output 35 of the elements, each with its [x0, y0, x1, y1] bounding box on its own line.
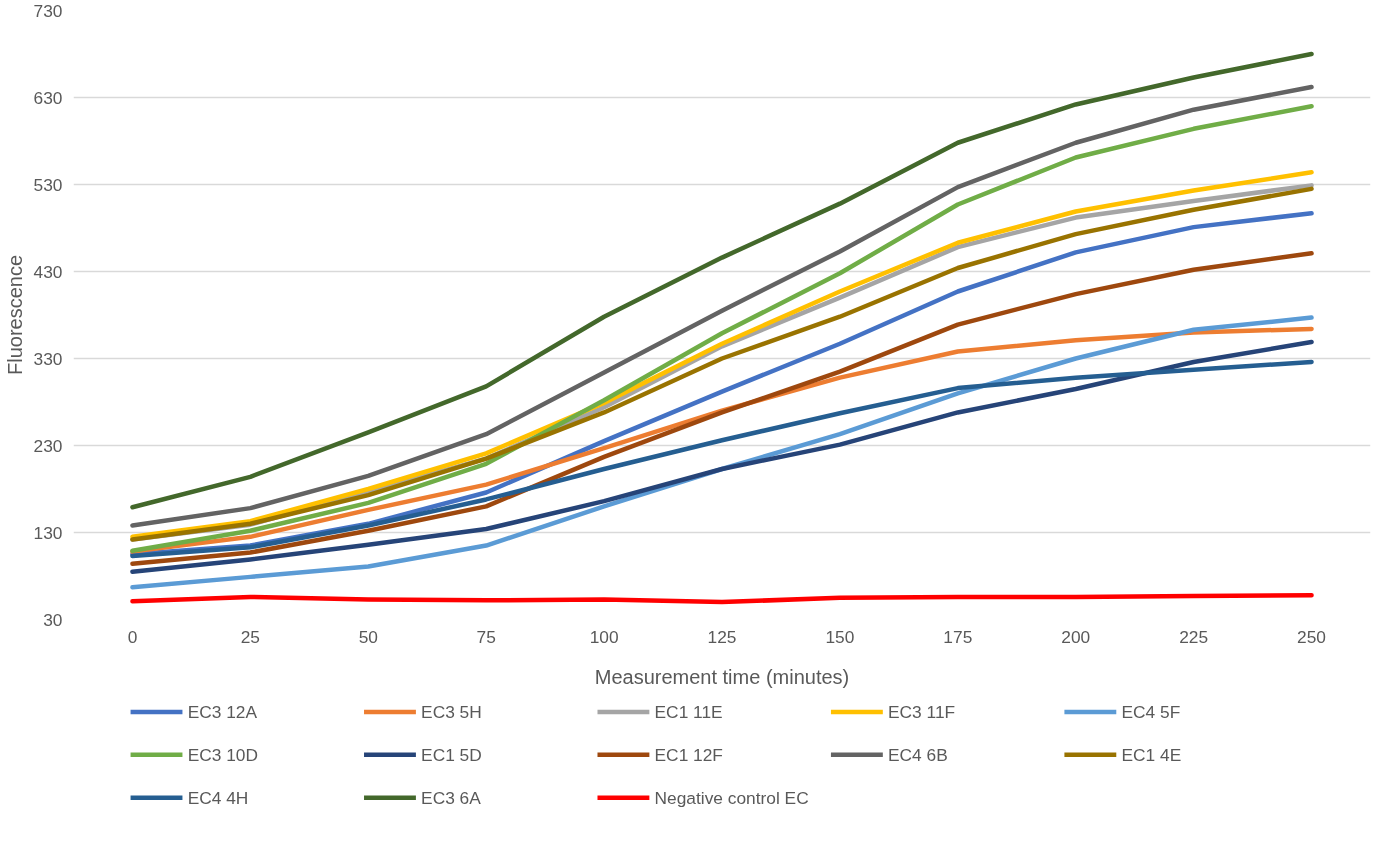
legend-label: EC1 5D [421, 744, 482, 765]
x-tick-label: 50 [358, 626, 378, 647]
legend-label: EC1 11E [654, 701, 723, 722]
legend-label: EC4 6B [888, 744, 948, 765]
legend-label: EC3 11F [888, 701, 956, 722]
x-tick-label: 200 [1061, 626, 1091, 647]
y-tick-label: 430 [33, 261, 63, 282]
y-tick-label: 730 [33, 0, 63, 21]
legend-label: EC3 5H [421, 701, 482, 722]
y-tick-label: 30 [43, 609, 63, 630]
y-tick-label: 630 [33, 87, 63, 108]
y-tick-label: 330 [33, 348, 63, 369]
y-tick-label: 530 [33, 174, 63, 195]
x-tick-label: 125 [707, 626, 737, 647]
legend-label: EC3 12A [187, 701, 258, 722]
legend-label: EC4 4H [187, 787, 249, 808]
legend-label: EC3 6A [421, 787, 482, 808]
y-tick-label: 230 [33, 435, 63, 456]
y-tick-label: 130 [33, 522, 63, 543]
x-tick-label: 100 [589, 626, 619, 647]
line-series [130, 592, 1314, 605]
x-tick-label: 225 [1179, 626, 1209, 647]
legend-label: EC4 5F [1121, 701, 1181, 722]
legend-label: EC3 10D [187, 744, 258, 765]
x-tick-label: 150 [825, 626, 855, 647]
y-axis-title: Fluorescence [3, 254, 26, 376]
x-tick-label: 175 [943, 626, 973, 647]
x-axis-title: Measurement time (minutes) [594, 665, 850, 688]
legend-label: EC1 12F [654, 744, 723, 765]
legend-label: EC1 4E [1121, 744, 1182, 765]
x-tick-label: 25 [240, 626, 261, 647]
x-tick-label: 75 [476, 626, 496, 647]
x-tick-label: 0 [127, 626, 138, 647]
x-tick-label: 250 [1297, 626, 1327, 647]
legend-label: Negative control EC [654, 787, 809, 808]
